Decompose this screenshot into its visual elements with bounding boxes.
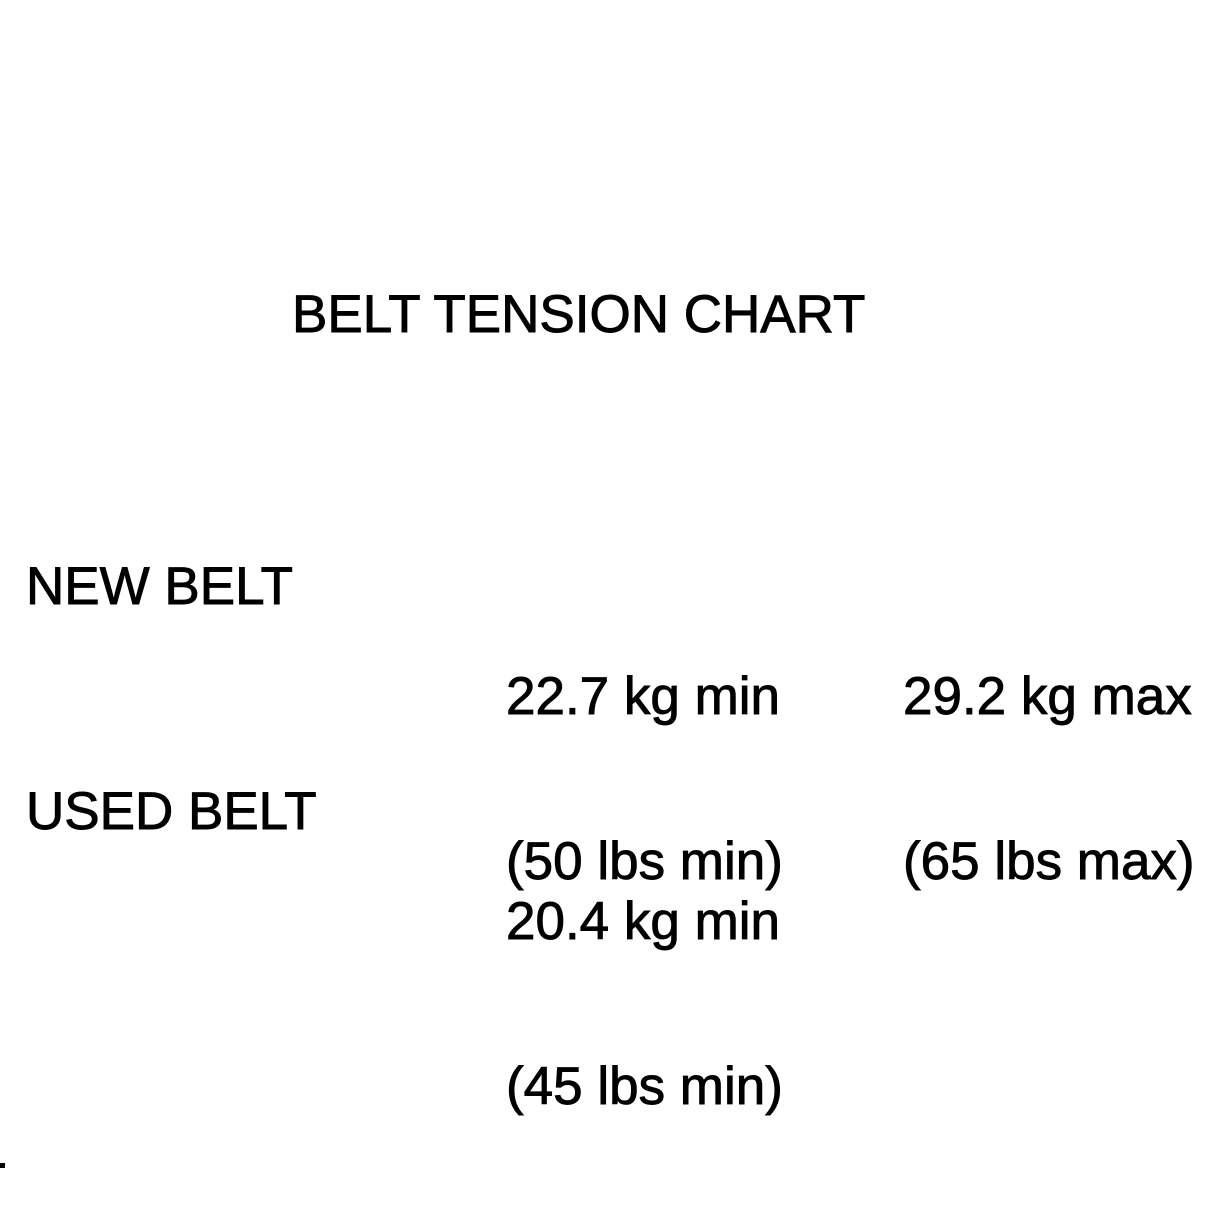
new-belt-max-kg: 29.2 kg max [903, 667, 1193, 726]
used-belt-min-lbs: (45 lbs min) [506, 1057, 784, 1116]
page-title: BELT TENSION CHART [292, 285, 866, 344]
row-label-new-belt: NEW BELT [26, 557, 294, 616]
used-belt-max-cell [903, 784, 962, 1114]
new-belt-max-cell: 29.2 kg max (65 lbs max) [903, 559, 1195, 999]
used-belt-min-cell: 20.4 kg min (45 lbs min) [506, 784, 784, 1224]
new-belt-min-lbs: (50 lbs min) [506, 832, 784, 891]
new-belt-min-cell: 22.7 kg min (50 lbs min) [506, 559, 784, 999]
scan-artifact-dot [0, 1163, 5, 1168]
row-label-used-belt: USED BELT [26, 782, 318, 841]
new-belt-max-lbs: (65 lbs max) [903, 832, 1195, 891]
used-belt-min-kg: 20.4 kg min [506, 892, 781, 951]
new-belt-min-kg: 22.7 kg min [506, 667, 781, 726]
